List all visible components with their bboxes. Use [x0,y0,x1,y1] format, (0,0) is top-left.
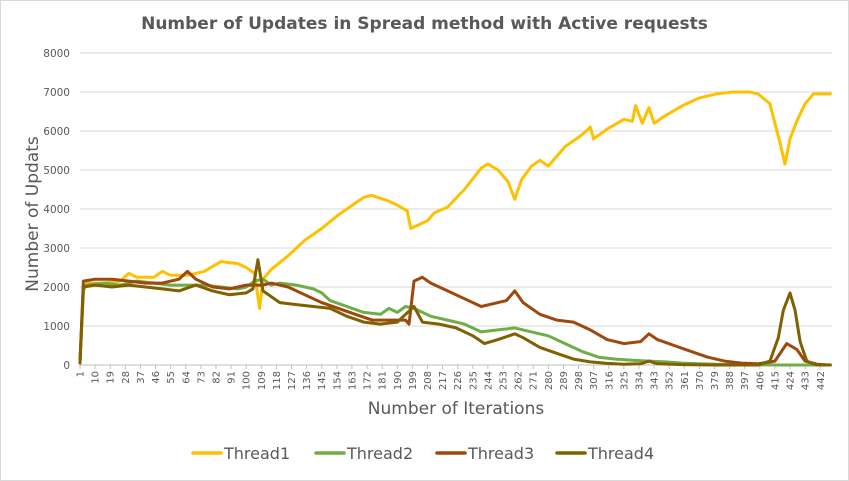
legend-label: Thread4 [587,444,654,463]
x-tick-label: 208 [423,371,434,390]
x-tick-label: 406 [755,371,766,390]
x-tick-label: 136 [302,371,313,390]
x-tick-label: 244 [483,371,494,390]
y-tick-label: 2000 [43,282,70,294]
x-tick-label: 370 [695,371,706,390]
x-tick-label: 226 [453,371,464,390]
x-tick-label: 352 [665,371,676,390]
x-tick-label: 118 [272,371,283,390]
x-tick-label: 298 [574,371,585,390]
x-tick-label: 181 [378,371,389,390]
x-tick-label: 424 [786,371,797,390]
legend-item-thread1: Thread1 [191,444,290,463]
x-tick-label: 325 [619,371,630,390]
x-tick-label: 163 [347,371,358,390]
x-tick-label: 361 [680,371,691,390]
y-tick-label: 8000 [43,48,70,60]
y-axis-title: Number of Updats [23,136,43,292]
y-tick-label: 5000 [43,165,70,177]
x-tick-label: 379 [710,371,721,390]
x-tick-label: 28 [121,371,132,384]
legend-item-thread4: Thread4 [555,444,654,463]
x-tick-label: 334 [634,371,645,390]
x-tick-label: 271 [529,371,540,390]
x-tick-label: 217 [438,371,449,390]
x-tick-label: 172 [363,371,374,390]
x-tick-label: 10 [91,371,102,384]
legend-label: Thread1 [223,444,290,463]
x-tick-label: 235 [468,371,479,390]
y-tick-label: 6000 [43,126,70,138]
x-axis-ticks: 1 10 19 28 37 46 55 64 73 82 91 100 109 118 127 136 145 1… [76,365,827,390]
x-tick-label: 73 [196,371,207,384]
x-tick-label: 442 [816,371,827,390]
gridlines [80,52,832,327]
x-tick-label: 82 [211,371,222,384]
legend-item-thread3: Thread3 [435,444,534,463]
series-line-thread3 [78,269,832,367]
x-tick-label: 199 [408,371,419,390]
legend-label: Thread2 [346,444,413,463]
x-tick-label: 397 [740,371,751,390]
x-tick-label: 415 [770,371,781,390]
legend: Thread1 Thread2 Thread3 Thread4 [191,444,654,463]
y-tick-label: 0 [63,360,70,372]
legend-item-thread2: Thread2 [314,444,413,463]
series-lines [78,90,832,367]
x-tick-label: 46 [151,371,162,384]
x-tick-label: 64 [181,371,192,384]
x-tick-label: 433 [801,371,812,390]
legend-label: Thread3 [467,444,534,463]
x-axis-title: Number of Iterations [368,399,545,419]
x-tick-label: 100 [242,371,253,390]
x-tick-label: 388 [725,371,736,390]
x-tick-label: 289 [559,371,570,390]
x-tick-label: 37 [136,371,147,384]
y-tick-label: 4000 [43,204,70,216]
series-line-thread4 [78,258,832,367]
x-tick-label: 127 [287,371,298,390]
x-tick-label: 307 [589,371,600,390]
y-tick-label: 7000 [43,87,70,99]
x-tick-label: 55 [166,371,177,384]
x-tick-label: 262 [514,371,525,390]
x-tick-label: 145 [317,371,328,390]
chart-title: Number of Updates in Spread method with … [141,14,708,34]
y-axis-ticks: 0 1000 2000 3000 4000 5000 6000 7000 8000 [43,48,70,372]
series-line-thread1 [78,90,832,363]
y-tick-label: 1000 [43,321,70,333]
x-tick-label: 19 [106,371,117,384]
x-tick-label: 1 [76,371,87,377]
y-tick-label: 3000 [43,243,70,255]
x-tick-label: 316 [604,371,615,390]
x-tick-label: 253 [499,371,510,390]
x-tick-label: 190 [393,371,404,390]
x-tick-label: 280 [544,371,555,390]
x-tick-label: 91 [227,371,238,384]
x-tick-label: 343 [650,371,661,390]
x-tick-label: 154 [332,371,343,390]
series-line-thread2 [78,277,832,367]
x-tick-label: 109 [257,371,268,390]
